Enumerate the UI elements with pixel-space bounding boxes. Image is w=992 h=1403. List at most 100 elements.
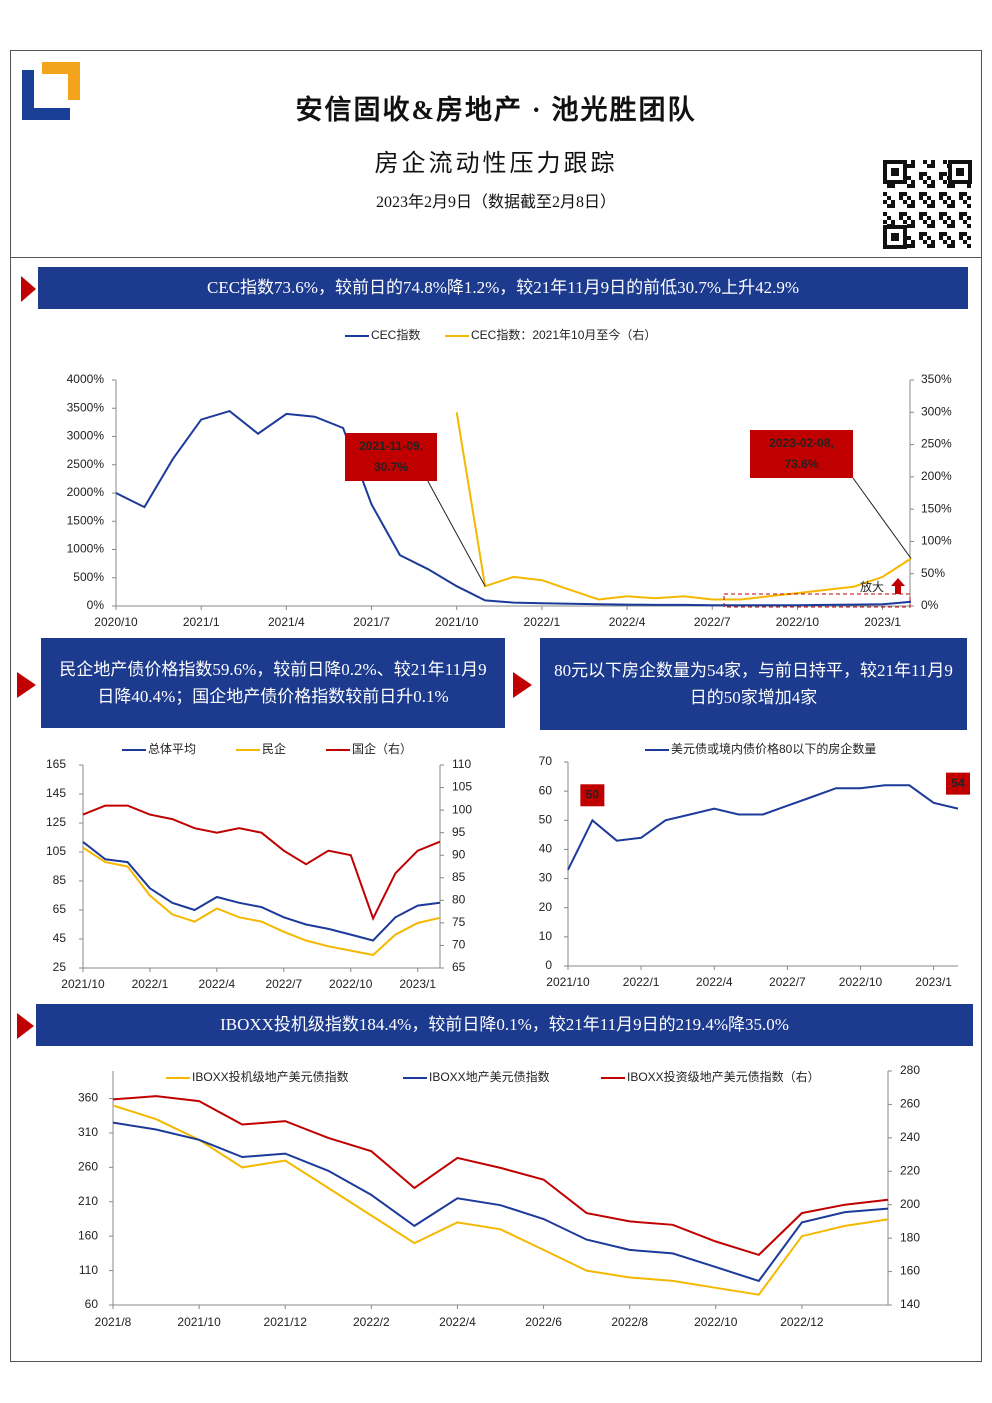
- qr-cell: [967, 236, 971, 240]
- qr-finder: [948, 160, 972, 184]
- qr-cell: [923, 220, 927, 224]
- point-label: 54: [951, 776, 965, 790]
- qr-finder: [956, 168, 964, 176]
- qr-cell: [919, 216, 923, 220]
- qr-cell: [923, 232, 927, 236]
- qr-cell: [959, 196, 963, 200]
- banner-markers: [17, 276, 532, 1039]
- qr-cell: [927, 216, 931, 220]
- qr-cell: [963, 220, 967, 224]
- y2-tick-label: 85: [452, 870, 466, 884]
- series-line: [82, 846, 441, 957]
- x-tick-label: 2021/12: [264, 1315, 308, 1329]
- qr-cell: [951, 244, 955, 248]
- qr-cell: [907, 224, 911, 228]
- qr-cell: [963, 232, 967, 236]
- qr-cell: [943, 232, 947, 236]
- y-tick-label: 2000%: [67, 485, 105, 499]
- y-tick-label: 1000%: [67, 542, 105, 556]
- annotation-text: 2021-11-09,: [359, 439, 423, 453]
- x-tick-label: 2023/1: [399, 977, 436, 991]
- legend-label: CEC指数：2021年10月至今（右）: [471, 327, 656, 342]
- qr-cell: [911, 160, 915, 164]
- qr-cell: [939, 212, 943, 216]
- qr-cell: [911, 240, 915, 244]
- x-tick-label: 2022/2: [353, 1315, 390, 1329]
- qr-cell: [911, 200, 915, 204]
- annotation-text: 30.7%: [374, 460, 408, 474]
- qr-cell: [939, 172, 943, 176]
- x-tick-label: 2022/8: [611, 1315, 648, 1329]
- y-tick-label: 20: [539, 900, 553, 914]
- qr-cell: [931, 224, 935, 228]
- qr-cell: [943, 180, 947, 184]
- y2-tick-label: 80: [452, 893, 466, 907]
- qr-cell: [951, 224, 955, 228]
- y2-tick-label: 70: [452, 938, 466, 952]
- point-label: 50: [586, 787, 600, 801]
- y2-tick-label: 350%: [921, 372, 952, 386]
- qr-cell: [927, 236, 931, 240]
- series-line: [112, 1121, 889, 1283]
- date: 2023年2月9日（数据截至2月8日）: [375, 194, 616, 211]
- x-tick-label: 2022/7: [265, 977, 302, 991]
- y2-tick-label: 300%: [921, 404, 952, 418]
- y-tick-label: 105: [46, 844, 66, 858]
- qr-cell: [967, 204, 971, 208]
- x-tick-label: 2021/10: [546, 975, 590, 989]
- y-tick-label: 145: [46, 786, 66, 800]
- series-line: [567, 784, 959, 871]
- qr-cell: [903, 212, 907, 216]
- qr-cell: [947, 224, 951, 228]
- qr-cell: [943, 160, 947, 164]
- y2-tick-label: 150%: [921, 501, 952, 515]
- y2-tick-label: 100%: [921, 534, 952, 548]
- y-tick-label: 3000%: [67, 429, 105, 443]
- qr-cell: [967, 244, 971, 248]
- qr-cell: [963, 240, 967, 244]
- qr-cell: [919, 236, 923, 240]
- legend-label: 国企（右）: [352, 741, 412, 756]
- qr-cell: [907, 204, 911, 208]
- qr-cell: [923, 180, 927, 184]
- annotation-text: 73.6%: [784, 457, 818, 471]
- y2-tick-label: 100: [452, 802, 472, 816]
- qr-cell: [963, 200, 967, 204]
- qr-cell: [923, 172, 927, 176]
- qr-cell: [903, 220, 907, 224]
- qr-cell: [931, 160, 935, 164]
- qr-cell: [951, 200, 955, 204]
- qr-cell: [907, 184, 911, 188]
- qr-cell: [959, 236, 963, 240]
- qr-cell: [919, 192, 923, 196]
- y-tick-label: 65: [53, 902, 67, 916]
- y-tick-label: 4000%: [67, 372, 105, 386]
- x-tick-label: 2022/7: [694, 615, 731, 629]
- legend-label: IBOXX投机级地产美元债指数: [192, 1069, 349, 1084]
- y2-tick-label: 160: [900, 1264, 920, 1278]
- qr-cell: [943, 200, 947, 204]
- y-tick-label: 25: [53, 960, 67, 974]
- y2-tick-label: 140: [900, 1297, 920, 1311]
- marker: [513, 672, 532, 698]
- x-tick-label: 2021/10: [61, 977, 105, 991]
- qr-cell: [887, 204, 891, 208]
- legend-label: 美元债或境内债价格80以下的房企数量: [671, 741, 876, 756]
- qr-cell: [931, 220, 935, 224]
- y2-tick-label: 75: [452, 915, 466, 929]
- y2-tick-label: 220: [900, 1163, 920, 1177]
- y2-tick-label: 180: [900, 1230, 920, 1244]
- y-tick-label: 110: [79, 1263, 98, 1277]
- qr-cell: [923, 240, 927, 244]
- qr-cell: [939, 236, 943, 240]
- qr-cell: [943, 212, 947, 216]
- qr-cell: [927, 224, 931, 228]
- banner: CEC指数73.6%，较前日的74.8%降1.2%，较21年11月9日的前低30…: [38, 267, 968, 309]
- qr-cell: [891, 184, 895, 188]
- y2-tick-label: 240: [900, 1130, 920, 1144]
- qr-cell: [927, 204, 931, 208]
- qr-cell: [959, 232, 963, 236]
- qr-code: [883, 160, 972, 249]
- annotation-box: [345, 433, 437, 481]
- qr-cell: [883, 192, 887, 196]
